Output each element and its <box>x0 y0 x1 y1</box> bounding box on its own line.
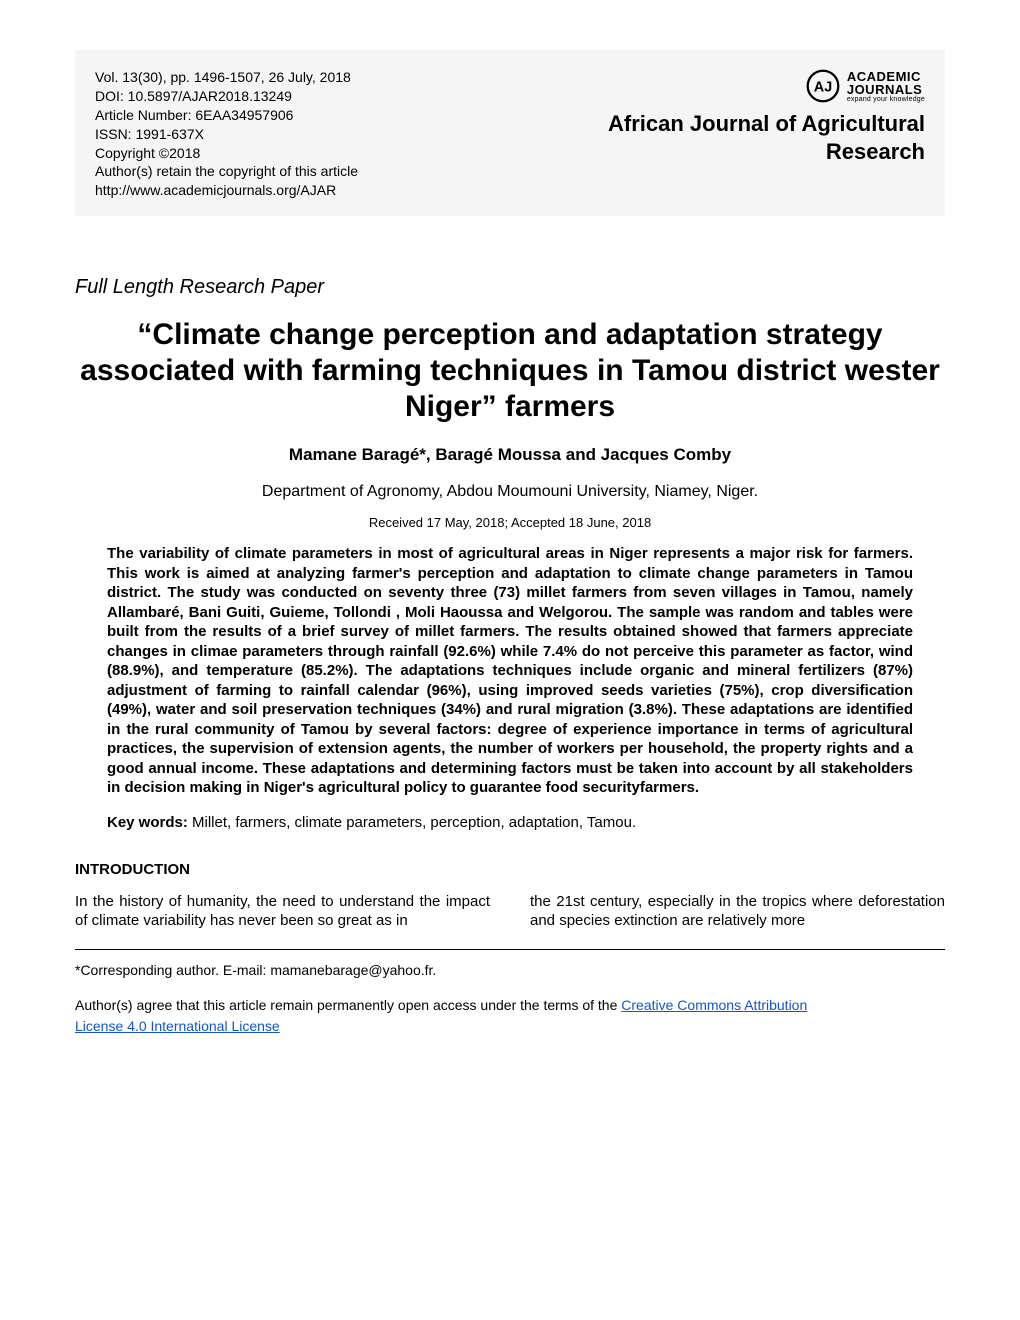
license-link[interactable]: License 4.0 International License <box>75 1018 280 1034</box>
journal-brand: AJ ACADEMIC JOURNALS expand your knowled… <box>555 68 925 165</box>
license-link[interactable]: Creative Commons Attribution <box>621 997 807 1013</box>
journal-name: African Journal of Agricultural Research <box>555 110 925 165</box>
keywords: Key words: Millet, farmers, climate para… <box>107 814 913 831</box>
article-meta: Vol. 13(30), pp. 1496-1507, 26 July, 201… <box>95 68 358 200</box>
affiliation: Department of Agronomy, Abdou Moumouni U… <box>75 483 945 501</box>
page: Vol. 13(30), pp. 1496-1507, 26 July, 201… <box>0 0 1020 1077</box>
logo-tagline: expand your knowledge <box>847 96 925 103</box>
svg-text:AJ: AJ <box>814 79 832 95</box>
keywords-text: Millet, farmers, climate parameters, per… <box>188 814 636 831</box>
aj-logo-icon: AJ <box>805 68 841 104</box>
article-title: “Climate change perception and adaptatio… <box>75 317 945 425</box>
header-block: Vol. 13(30), pp. 1496-1507, 26 July, 201… <box>75 50 945 216</box>
intro-col-1: In the history of humanity, the need to … <box>75 892 490 931</box>
meta-line: http://www.academicjournals.org/AJAR <box>95 181 358 200</box>
license-text: Author(s) agree that this article remain… <box>75 997 621 1013</box>
meta-line: Vol. 13(30), pp. 1496-1507, 26 July, 201… <box>95 68 358 87</box>
corresponding-author: *Corresponding author. E-mail: mamanebar… <box>75 960 945 981</box>
meta-line: ISSN: 1991-637X <box>95 125 358 144</box>
keywords-label: Key words: <box>107 814 188 831</box>
dates: Received 17 May, 2018; Accepted 18 June,… <box>75 515 945 530</box>
abstract: The variability of climate parameters in… <box>107 544 913 798</box>
logo-brand-bottom: JOURNALS <box>847 83 925 96</box>
logo-row: AJ ACADEMIC JOURNALS expand your knowled… <box>805 68 925 104</box>
introduction-head: INTRODUCTION <box>75 861 945 878</box>
meta-line: Copyright ©2018 <box>95 144 358 163</box>
license-note: Author(s) agree that this article remain… <box>75 995 945 1037</box>
authors: Mamane Baragé*, Baragé Moussa and Jacque… <box>75 445 945 465</box>
footnote-divider <box>75 949 945 950</box>
meta-line: Article Number: 6EAA34957906 <box>95 106 358 125</box>
meta-line: DOI: 10.5897/AJAR2018.13249 <box>95 87 358 106</box>
logo-text: ACADEMIC JOURNALS expand your knowledge <box>847 70 925 103</box>
meta-line: Author(s) retain the copyright of this a… <box>95 162 358 181</box>
footnotes: *Corresponding author. E-mail: mamanebar… <box>75 960 945 1037</box>
intro-col-2: the 21st century, especially in the trop… <box>530 892 945 931</box>
intro-columns: In the history of humanity, the need to … <box>75 892 945 931</box>
paper-type: Full Length Research Paper <box>75 276 945 299</box>
logo-brand-top: ACADEMIC <box>847 70 925 83</box>
